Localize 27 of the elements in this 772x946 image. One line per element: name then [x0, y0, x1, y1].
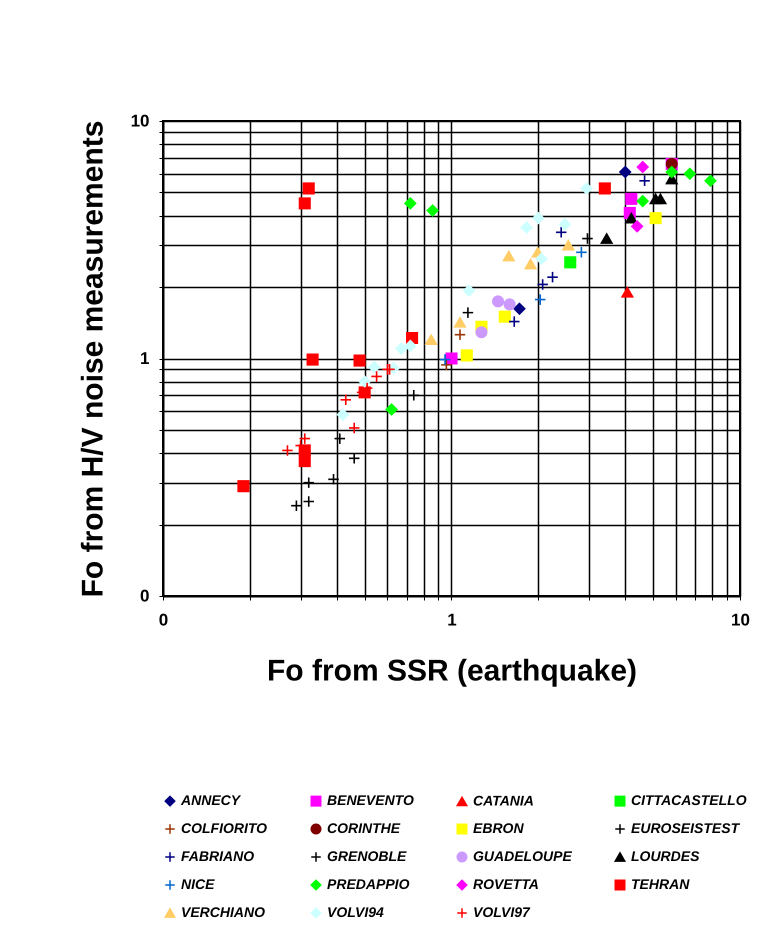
legend-label: CITTACASTELLO	[631, 792, 747, 808]
legend-label: LOURDES	[631, 848, 700, 864]
legend-label: NICE	[181, 876, 216, 892]
legend-label: GRENOBLE	[327, 848, 407, 864]
legend-label: EBRON	[473, 820, 524, 836]
y-tick-label: 0	[140, 586, 150, 606]
legend-label: VERCHIANO	[181, 904, 266, 920]
legend-label: BENEVENTO	[327, 792, 414, 808]
legend-label: TEHRAN	[631, 876, 690, 892]
legend-label: ANNECY	[180, 792, 242, 808]
y-axis-title: Fo from H/V noise measurements	[76, 120, 110, 598]
x-tick-label: 10	[731, 610, 750, 630]
legend-label: EUROSEISTEST	[631, 820, 741, 836]
legend-label: COLFIORITO	[181, 820, 268, 836]
legend-label: VOLVI94	[327, 904, 384, 920]
x-tick-label: 1	[447, 610, 457, 630]
legend-label: CATANIA	[473, 792, 534, 808]
legend-label: GUADELOUPE	[473, 848, 572, 864]
legend-label: VOLVI97	[473, 904, 532, 920]
legend-label: CORINTHE	[327, 820, 401, 836]
legend-label: PREDAPPIO	[327, 876, 410, 892]
y-tick-label: 1	[140, 349, 150, 368]
x-tick-label: 0	[158, 610, 168, 630]
legend-label: ROVETTA	[473, 876, 539, 892]
legend-label: FABRIANO	[181, 848, 254, 864]
y-tick-label: 10	[130, 112, 150, 130]
x-axis-title: Fo from SSR (earthquake)	[266, 654, 638, 688]
